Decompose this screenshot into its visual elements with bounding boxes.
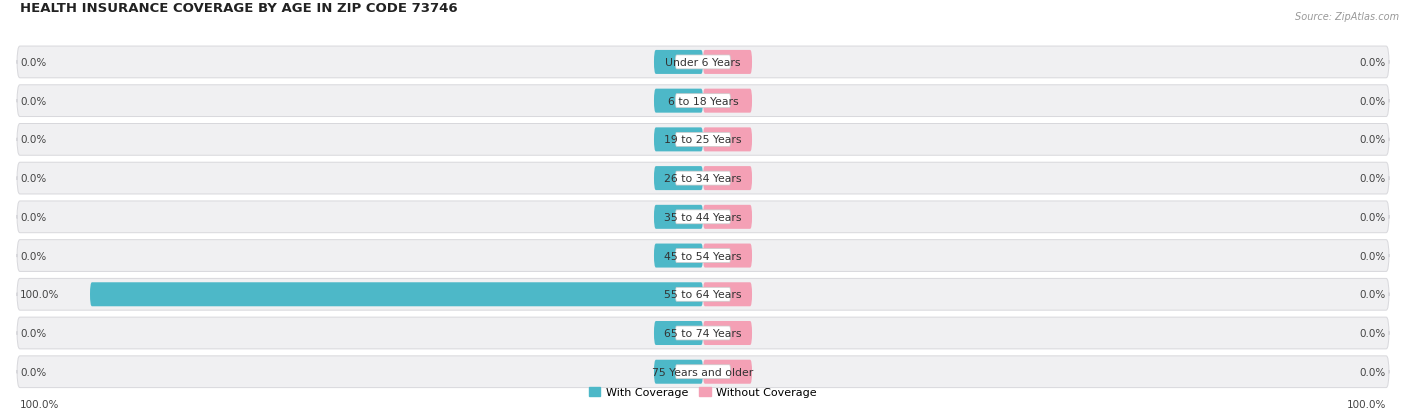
FancyBboxPatch shape [654, 167, 703, 191]
Text: 0.0%: 0.0% [1360, 135, 1386, 145]
Text: 0.0%: 0.0% [1360, 174, 1386, 184]
FancyBboxPatch shape [654, 321, 703, 345]
FancyBboxPatch shape [17, 85, 1389, 117]
Text: 0.0%: 0.0% [20, 328, 46, 338]
FancyBboxPatch shape [654, 128, 703, 152]
Text: 19 to 25 Years: 19 to 25 Years [664, 135, 742, 145]
FancyBboxPatch shape [17, 163, 1389, 195]
FancyBboxPatch shape [675, 365, 731, 379]
Text: Under 6 Years: Under 6 Years [665, 58, 741, 68]
Text: 45 to 54 Years: 45 to 54 Years [664, 251, 742, 261]
Text: 0.0%: 0.0% [20, 135, 46, 145]
Text: 0.0%: 0.0% [20, 96, 46, 107]
FancyBboxPatch shape [17, 279, 1389, 311]
Text: 0.0%: 0.0% [1360, 251, 1386, 261]
FancyBboxPatch shape [675, 210, 731, 224]
FancyBboxPatch shape [654, 90, 703, 114]
Text: Source: ZipAtlas.com: Source: ZipAtlas.com [1295, 12, 1399, 22]
Text: 0.0%: 0.0% [1360, 58, 1386, 68]
FancyBboxPatch shape [703, 244, 752, 268]
FancyBboxPatch shape [17, 317, 1389, 349]
FancyBboxPatch shape [654, 51, 703, 75]
Text: 100.0%: 100.0% [20, 290, 59, 299]
FancyBboxPatch shape [654, 360, 703, 384]
FancyBboxPatch shape [675, 133, 731, 147]
Text: 0.0%: 0.0% [1360, 290, 1386, 299]
FancyBboxPatch shape [17, 240, 1389, 272]
FancyBboxPatch shape [675, 56, 731, 70]
Text: 75 Years and older: 75 Years and older [652, 367, 754, 377]
Text: 35 to 44 Years: 35 to 44 Years [664, 212, 742, 222]
FancyBboxPatch shape [90, 282, 703, 306]
FancyBboxPatch shape [675, 95, 731, 108]
FancyBboxPatch shape [17, 202, 1389, 233]
Text: HEALTH INSURANCE COVERAGE BY AGE IN ZIP CODE 73746: HEALTH INSURANCE COVERAGE BY AGE IN ZIP … [20, 2, 458, 14]
FancyBboxPatch shape [675, 326, 731, 340]
FancyBboxPatch shape [703, 128, 752, 152]
FancyBboxPatch shape [654, 244, 703, 268]
Text: 0.0%: 0.0% [1360, 367, 1386, 377]
Legend: With Coverage, Without Coverage: With Coverage, Without Coverage [589, 387, 817, 397]
FancyBboxPatch shape [703, 282, 752, 306]
Text: 0.0%: 0.0% [20, 58, 46, 68]
Text: 0.0%: 0.0% [1360, 96, 1386, 107]
FancyBboxPatch shape [675, 287, 731, 301]
Text: 0.0%: 0.0% [20, 212, 46, 222]
FancyBboxPatch shape [703, 205, 752, 229]
FancyBboxPatch shape [703, 51, 752, 75]
FancyBboxPatch shape [17, 47, 1389, 78]
FancyBboxPatch shape [703, 321, 752, 345]
FancyBboxPatch shape [654, 205, 703, 229]
Text: 100.0%: 100.0% [20, 399, 59, 409]
Text: 6 to 18 Years: 6 to 18 Years [668, 96, 738, 107]
Text: 65 to 74 Years: 65 to 74 Years [664, 328, 742, 338]
Text: 0.0%: 0.0% [1360, 328, 1386, 338]
FancyBboxPatch shape [703, 167, 752, 191]
Text: 0.0%: 0.0% [20, 367, 46, 377]
Text: 0.0%: 0.0% [20, 174, 46, 184]
Text: 0.0%: 0.0% [1360, 212, 1386, 222]
Text: 55 to 64 Years: 55 to 64 Years [664, 290, 742, 299]
FancyBboxPatch shape [703, 90, 752, 114]
FancyBboxPatch shape [17, 356, 1389, 388]
Text: 0.0%: 0.0% [20, 251, 46, 261]
FancyBboxPatch shape [675, 172, 731, 185]
Text: 100.0%: 100.0% [1347, 399, 1386, 409]
Text: 26 to 34 Years: 26 to 34 Years [664, 174, 742, 184]
FancyBboxPatch shape [675, 249, 731, 263]
FancyBboxPatch shape [703, 360, 752, 384]
FancyBboxPatch shape [17, 124, 1389, 156]
